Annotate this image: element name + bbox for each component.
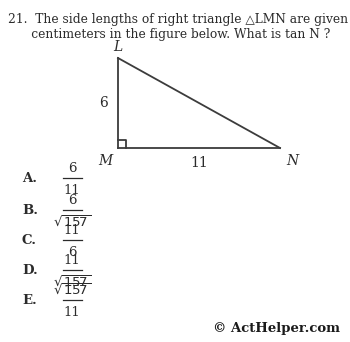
Text: 6: 6 bbox=[68, 161, 76, 174]
Text: 6: 6 bbox=[99, 96, 108, 110]
Text: 11: 11 bbox=[190, 156, 208, 170]
Text: L: L bbox=[113, 40, 122, 54]
Text: 11: 11 bbox=[64, 253, 80, 266]
Text: D.: D. bbox=[22, 263, 38, 276]
Text: 11: 11 bbox=[64, 305, 80, 318]
Text: C.: C. bbox=[22, 234, 37, 247]
Text: M: M bbox=[98, 154, 112, 168]
Text: A.: A. bbox=[22, 171, 37, 184]
Text: 21.  The side lengths of right triangle △LMN are given in: 21. The side lengths of right triangle △… bbox=[8, 13, 350, 26]
Text: 11: 11 bbox=[64, 224, 80, 237]
Text: $\sqrt{157}$: $\sqrt{157}$ bbox=[53, 282, 91, 298]
Text: 6: 6 bbox=[68, 194, 76, 207]
Text: E.: E. bbox=[22, 293, 37, 306]
Text: B.: B. bbox=[22, 203, 38, 216]
Text: centimeters in the figure below. What is tan N ?: centimeters in the figure below. What is… bbox=[8, 28, 330, 41]
Text: 11: 11 bbox=[64, 184, 80, 197]
Text: $\sqrt{157}$: $\sqrt{157}$ bbox=[53, 274, 91, 290]
Text: 6: 6 bbox=[68, 246, 76, 259]
Text: N: N bbox=[286, 154, 298, 168]
Text: $\sqrt{157}$: $\sqrt{157}$ bbox=[53, 214, 91, 229]
Text: © ActHelper.com: © ActHelper.com bbox=[213, 322, 340, 335]
